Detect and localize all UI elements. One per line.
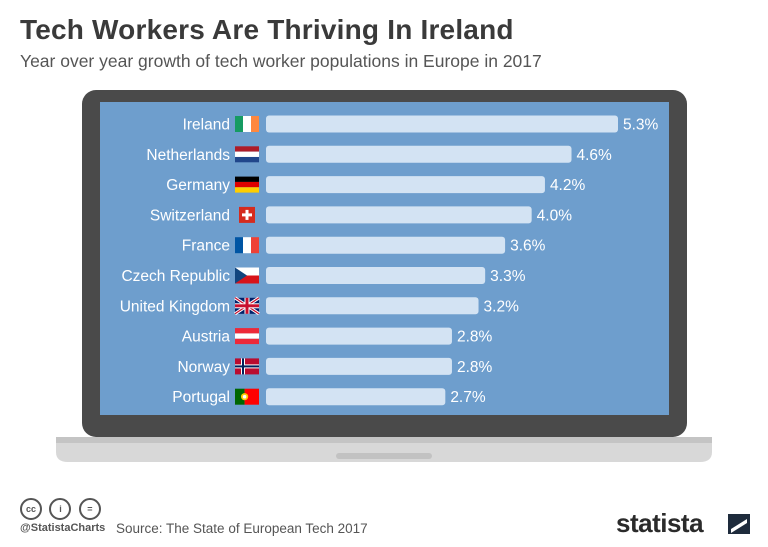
value-label: 2.8% — [457, 329, 493, 346]
chart-row: Ireland 5.3% — [183, 115, 659, 134]
chart-row: Germany 4.2% — [166, 176, 585, 194]
chart-row: Netherlands 4.6% — [146, 145, 613, 164]
bar — [266, 327, 452, 345]
bar — [266, 267, 486, 284]
chart-row: Czech Republic 3.3% — [121, 267, 526, 285]
category-label: Netherlands — [146, 147, 230, 164]
austria-flag-icon — [235, 328, 259, 345]
uk-flag-icon — [234, 296, 260, 316]
value-label: 2.7% — [450, 389, 486, 406]
netherlands-flag-icon — [235, 146, 259, 163]
category-label: Switzerland — [150, 207, 230, 224]
category-label: Portugal — [172, 389, 230, 406]
category-label: Germany — [166, 177, 230, 194]
laptop-base-edge — [56, 437, 712, 443]
value-label: 5.3% — [623, 117, 659, 134]
value-label: 4.2% — [550, 177, 586, 194]
cc-icon: cc — [20, 498, 42, 520]
norway-flag-icon — [235, 358, 259, 375]
bar — [266, 236, 506, 254]
chart-row: Austria 2.8% — [182, 327, 493, 346]
bar — [266, 176, 545, 194]
value-label: 3.6% — [510, 238, 546, 255]
chart-row: Norway 2.8% — [177, 357, 493, 376]
bar — [266, 115, 618, 133]
source-note: Source: The State of European Tech 2017 — [116, 521, 368, 536]
value-label: 3.3% — [490, 268, 526, 285]
page-title: Tech Workers Are Thriving In Ireland — [20, 14, 514, 45]
chart-row: Switzerland 4.0% — [150, 206, 572, 224]
category-label: Austria — [182, 329, 231, 346]
bar — [266, 297, 479, 315]
category-label: Czech Republic — [121, 268, 230, 285]
category-label: Ireland — [183, 117, 230, 134]
czech-flag-icon — [235, 267, 259, 284]
category-label: Norway — [177, 359, 230, 376]
value-label: 2.8% — [457, 359, 493, 376]
switzerland-flag-icon — [239, 206, 255, 223]
bar — [266, 388, 446, 406]
value-label: 4.0% — [537, 207, 573, 224]
france-flag-icon — [235, 237, 259, 254]
value-label: 3.2% — [484, 298, 520, 315]
category-label: France — [182, 238, 230, 255]
value-label: 4.6% — [577, 147, 613, 164]
chart-row: United Kingdom 3.2% — [120, 296, 520, 316]
laptop-base — [56, 437, 712, 462]
statista-handle[interactable]: @StatistaCharts — [20, 522, 106, 534]
bar — [266, 206, 532, 224]
page-subtitle: Year over year growth of tech worker pop… — [20, 51, 542, 71]
category-label: United Kingdom — [120, 298, 230, 315]
bar — [266, 357, 452, 375]
ireland-flag-icon — [235, 116, 259, 132]
chart-row: France 3.6% — [182, 236, 546, 255]
germany-flag-icon — [235, 176, 259, 193]
nd-icon: = — [78, 498, 101, 520]
portugal-flag-icon — [235, 388, 259, 405]
bar — [266, 145, 572, 163]
by-icon: i — [49, 498, 72, 520]
chart-row: Portugal 2.7% — [172, 388, 486, 406]
statista-logo[interactable]: statista — [616, 508, 704, 538]
laptop-trackpad-notch — [336, 453, 432, 459]
statista-logo-icon — [728, 514, 750, 534]
license-icons: cc i = — [20, 498, 104, 520]
